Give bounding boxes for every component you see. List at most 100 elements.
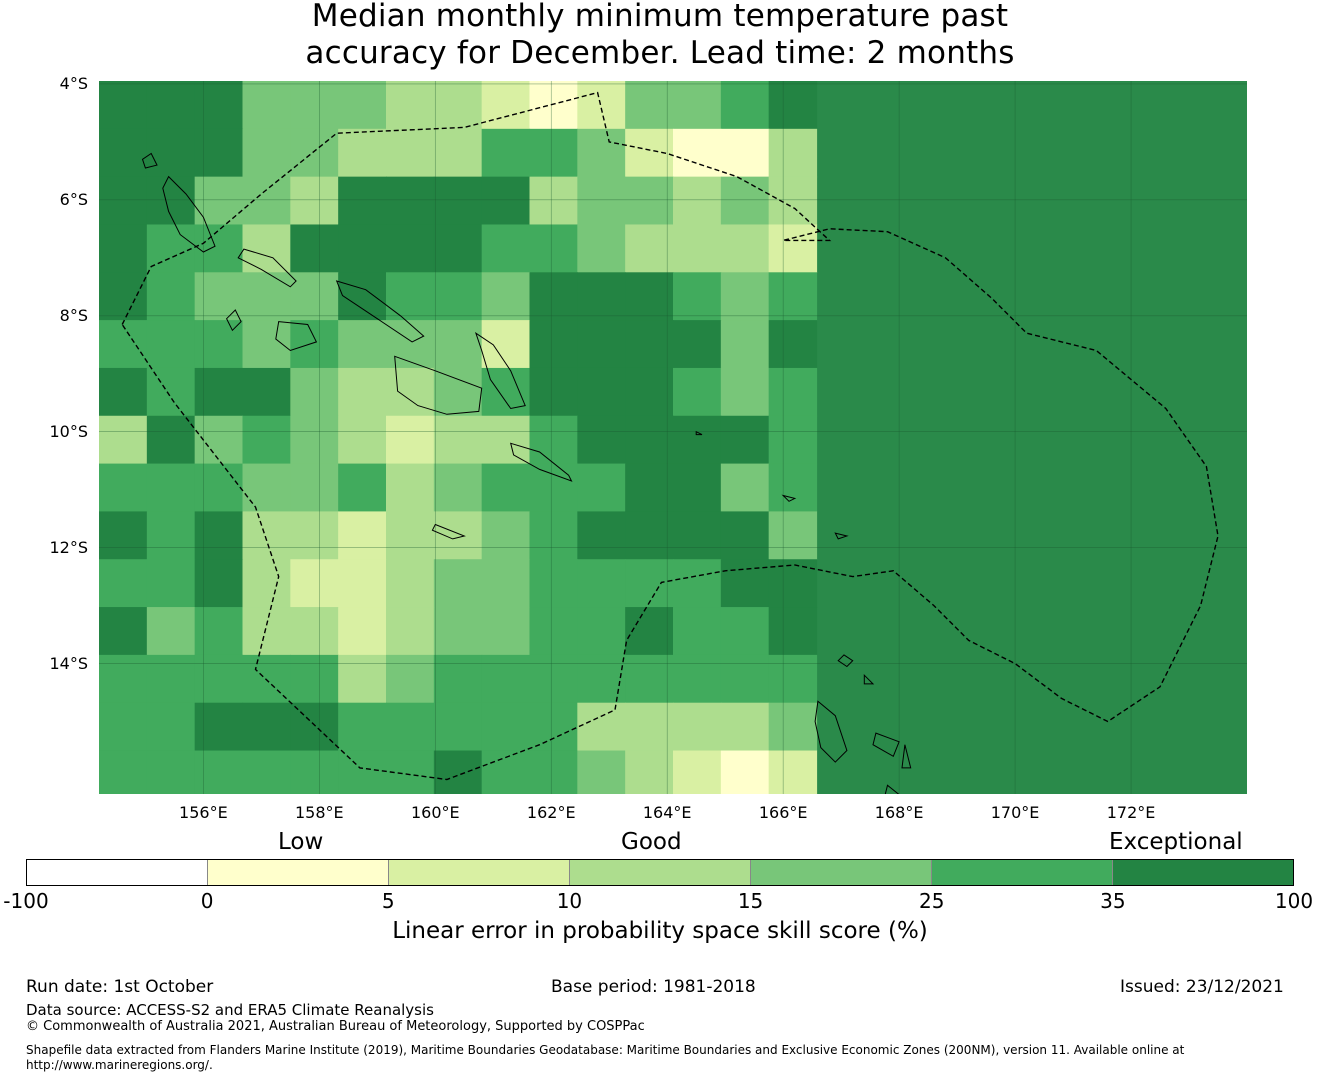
skill-cell <box>720 702 770 752</box>
skill-cell <box>577 511 626 560</box>
skill-cell <box>720 367 770 417</box>
latitude-tick-label: 14°S <box>49 653 88 673</box>
skill-cell <box>386 559 435 608</box>
island-coastline <box>275 321 318 352</box>
skill-cell <box>290 81 339 130</box>
skill-cell <box>99 511 148 560</box>
skill-cell <box>625 463 674 513</box>
skill-cell <box>481 176 531 226</box>
skill-cell <box>338 367 387 417</box>
skill-cell <box>338 559 387 608</box>
skill-cell <box>673 463 722 513</box>
issued-date: Issued: 23/12/2021 <box>1120 977 1284 997</box>
skill-cell <box>146 511 196 560</box>
skill-cell <box>433 81 483 130</box>
skill-cell <box>386 176 435 226</box>
skill-cell <box>673 272 722 321</box>
skill-cell <box>433 511 483 560</box>
island-coastline <box>510 442 573 482</box>
skill-cell <box>577 702 626 752</box>
legend-level-exceptional: Exceptional <box>1109 829 1243 855</box>
skill-cell <box>242 750 291 794</box>
skill-cell <box>242 320 291 369</box>
island-coastline <box>781 494 797 502</box>
skill-cell <box>529 511 578 560</box>
skill-cell <box>768 128 818 178</box>
skill-cell <box>242 128 291 178</box>
skill-cell <box>673 320 722 369</box>
skill-cell <box>194 367 244 417</box>
skill-cell <box>338 320 387 369</box>
skill-cell <box>146 750 196 794</box>
skill-cell <box>290 224 339 273</box>
skill-cell <box>673 702 722 752</box>
colorbar-tick-label: 25 <box>918 889 945 913</box>
skill-cell <box>194 607 244 656</box>
skill-cell <box>481 559 531 608</box>
skill-cell <box>625 176 674 226</box>
skill-cell <box>577 176 626 226</box>
skill-cell <box>529 607 578 656</box>
skill-cell <box>386 607 435 656</box>
legend-level-good: Good <box>621 829 682 855</box>
longitude-tick-label: 170°E <box>990 803 1040 822</box>
skill-cell <box>290 367 339 417</box>
skill-cell <box>720 128 770 178</box>
skill-cell <box>577 128 626 178</box>
skill-cell <box>146 272 196 321</box>
skill-cell <box>768 511 818 560</box>
island-coastline <box>335 280 425 343</box>
island-coastline <box>872 732 900 758</box>
island-coastline <box>837 654 854 668</box>
skill-cell <box>768 702 818 752</box>
skill-cell <box>99 320 148 369</box>
skill-cell <box>577 415 626 465</box>
skill-cell <box>338 750 387 794</box>
skill-cell <box>625 607 674 656</box>
skill-cell <box>529 750 578 794</box>
coastlines <box>141 152 912 794</box>
latitude-tick-label: 6°S <box>59 189 88 209</box>
skill-cell <box>625 559 674 608</box>
skill-cell <box>194 750 244 794</box>
skill-cell <box>99 654 148 704</box>
colorbar-segment <box>208 860 389 885</box>
skill-cell <box>720 559 770 608</box>
skill-cell <box>625 702 674 752</box>
skill-cell <box>720 272 770 321</box>
skill-cell <box>194 224 244 273</box>
skill-cell <box>481 415 531 465</box>
skill-cell <box>146 415 196 465</box>
skill-cell <box>529 415 578 465</box>
skill-cell <box>625 415 674 465</box>
skill-cell <box>338 128 387 178</box>
skill-cell <box>529 176 578 226</box>
skill-cell <box>529 128 578 178</box>
island-coastline <box>695 430 703 436</box>
skill-cell <box>481 272 531 321</box>
skill-cell <box>577 367 626 417</box>
skill-cell <box>242 224 291 273</box>
skill-cell <box>99 559 148 608</box>
skill-cell <box>290 702 339 752</box>
base-period: Base period: 1981-2018 <box>551 977 756 997</box>
skill-cell <box>242 367 291 417</box>
skill-cell <box>386 272 435 321</box>
skill-cell <box>242 176 291 226</box>
graticule <box>99 81 1247 794</box>
skill-cell <box>577 81 626 130</box>
skill-cell <box>194 128 244 178</box>
skill-cell <box>290 511 339 560</box>
longitude-tick-label: 162°E <box>526 803 576 822</box>
chart-title-line-2: accuracy for December. Lead time: 2 mont… <box>305 35 1015 71</box>
skill-cell <box>99 415 148 465</box>
skill-cell <box>146 367 196 417</box>
skill-cell <box>242 607 291 656</box>
skill-cell <box>529 463 578 513</box>
colorbar-label: Linear error in probability space skill … <box>392 918 928 944</box>
skill-cell <box>194 654 244 704</box>
skill-cell <box>625 128 674 178</box>
skill-cell <box>194 559 244 608</box>
skill-cell <box>625 367 674 417</box>
skill-cell <box>577 559 626 608</box>
